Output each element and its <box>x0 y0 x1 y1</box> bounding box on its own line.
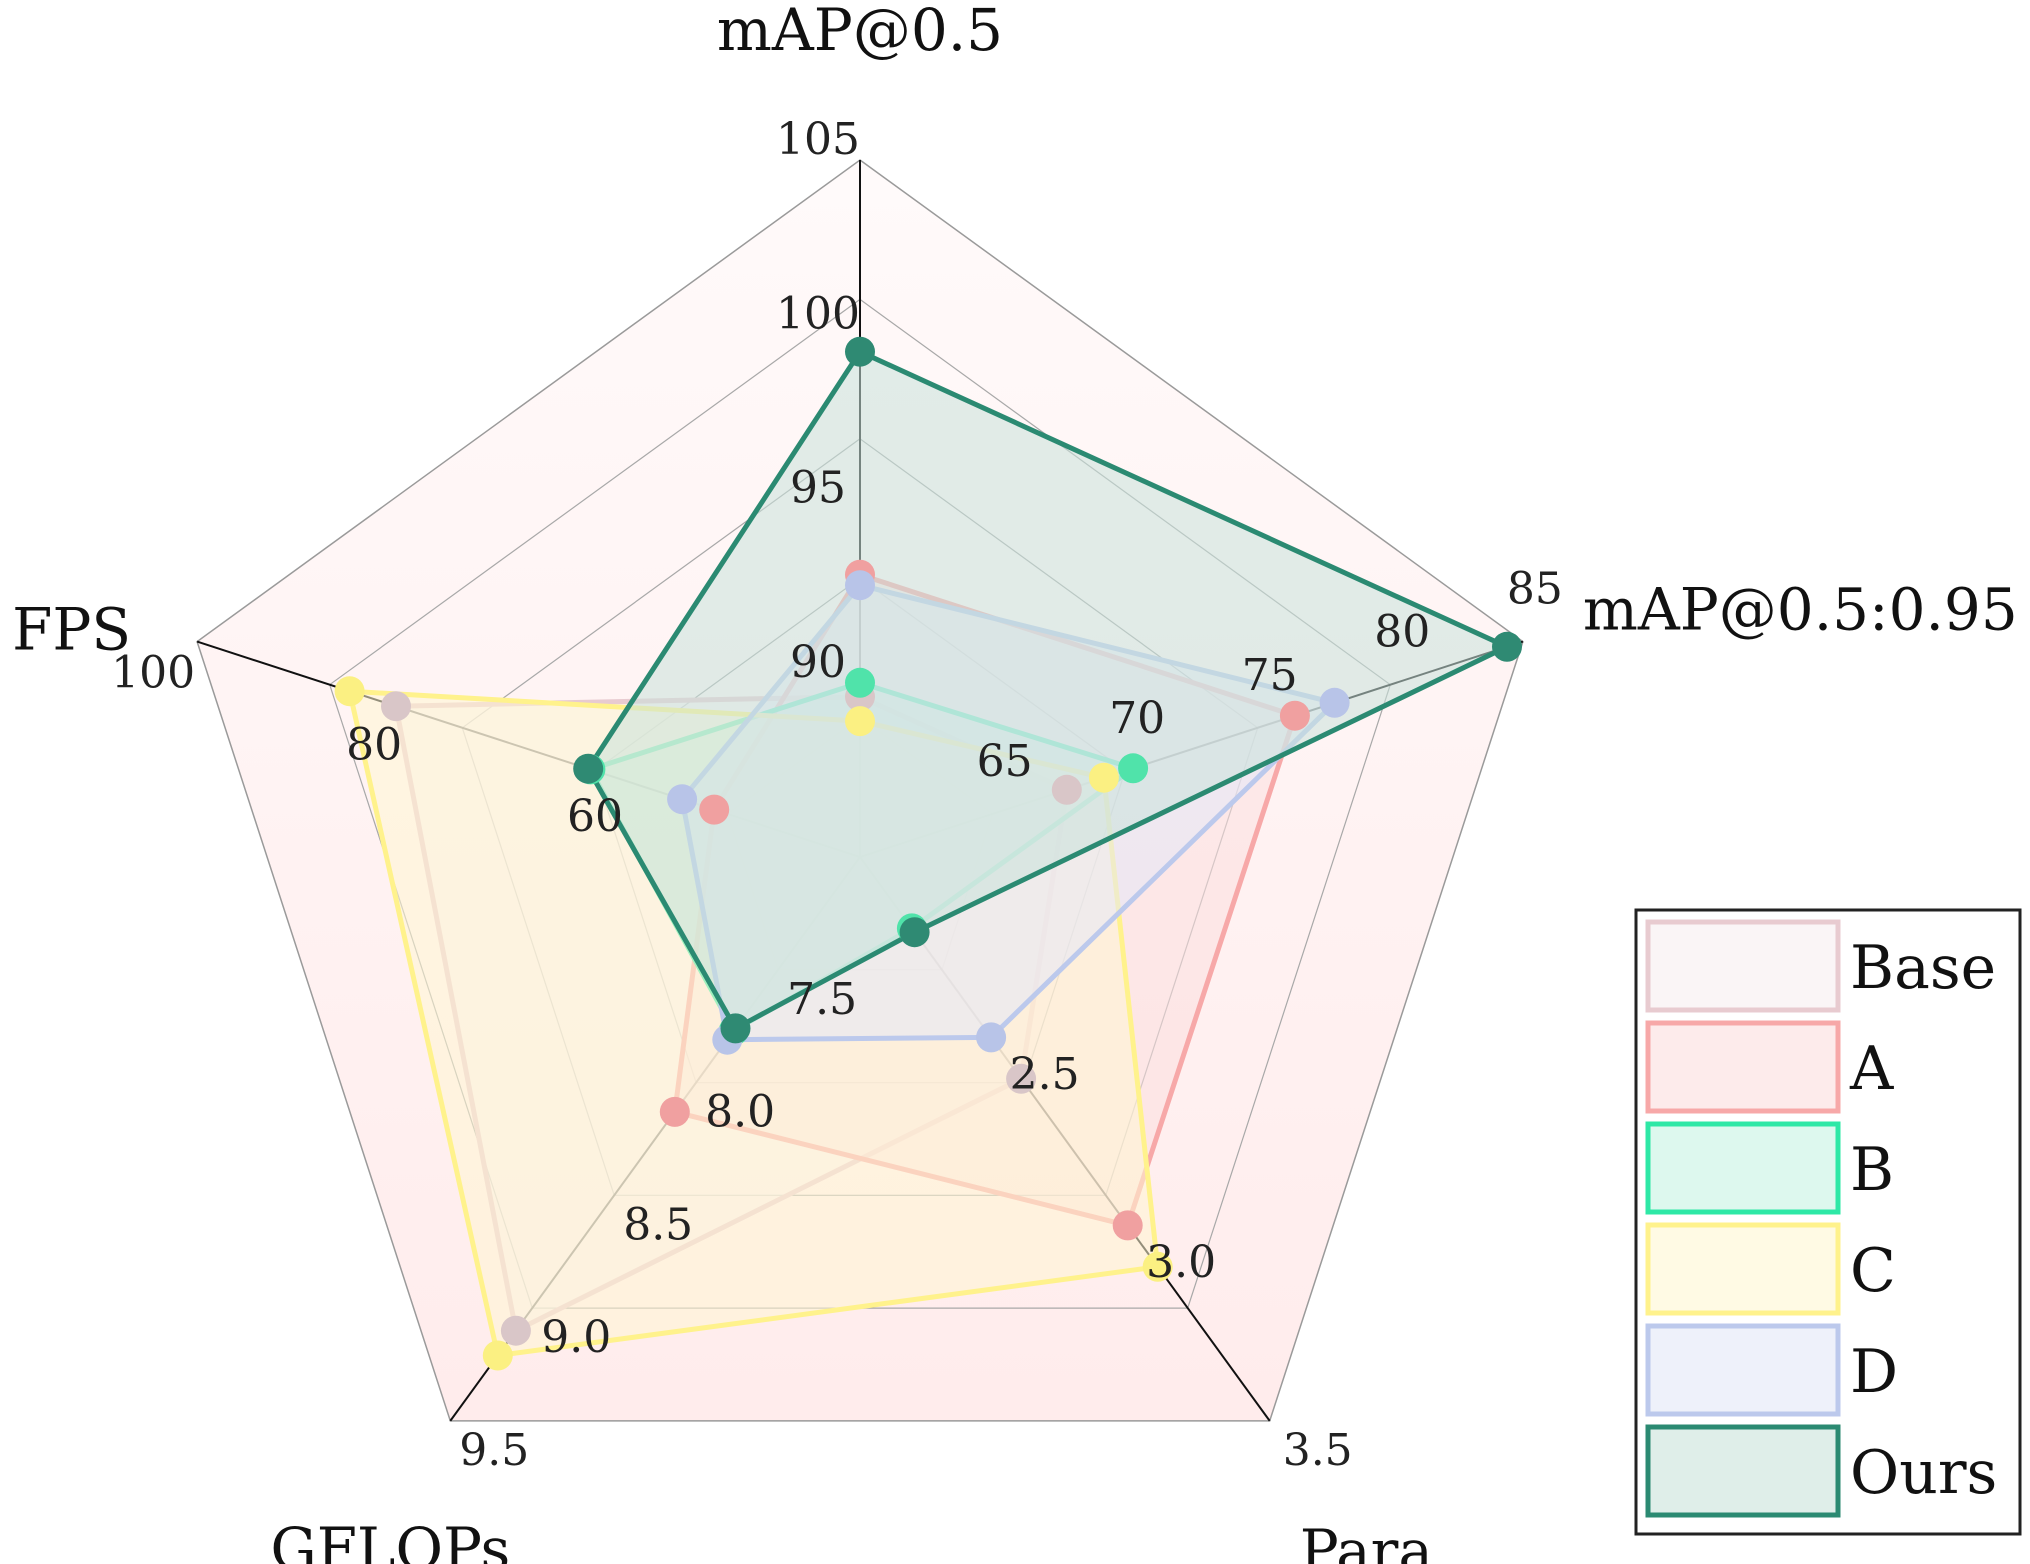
tick-label-axis2-3: 75 <box>1242 650 1298 701</box>
tick-label-axis2-2: 70 <box>1109 693 1165 744</box>
tick-label-axis2-4: 80 <box>1374 607 1430 658</box>
legend-label-a: A <box>1849 1034 1894 1104</box>
legend-swatch-d <box>1645 1323 1841 1417</box>
series-base-point-5 <box>381 691 411 722</box>
tick-label-axis5-2: 80 <box>346 719 402 770</box>
legend-label-b: B <box>1850 1135 1894 1205</box>
legend-label-base: Base <box>1850 933 1996 1003</box>
series-ours-point-5 <box>573 753 604 784</box>
tick-label-axis4-2: 8.0 <box>705 1087 775 1138</box>
series-a-point-3 <box>1112 1210 1143 1241</box>
series-ours-point-3 <box>899 917 930 948</box>
series-ours-area <box>585 349 1510 1031</box>
series-d-point-3 <box>976 1022 1007 1053</box>
axis-label-4: GFLOPs <box>270 1515 510 1564</box>
tick-label-axis1-2: 95 <box>790 463 846 514</box>
series-base-point-2 <box>1051 774 1082 805</box>
axis-label-3: Para <box>1300 1517 1433 1564</box>
axis-label-2: mAP@0.5:0.95 <box>1583 576 2018 644</box>
series-d-point-2 <box>1319 687 1350 718</box>
series-c-point-4 <box>482 1340 513 1371</box>
series-d-point-1 <box>845 570 875 601</box>
series-base-point-4 <box>500 1315 531 1346</box>
tick-label-axis5-1: 60 <box>567 791 623 842</box>
tick-label-axis3-2: 3.0 <box>1146 1237 1216 1288</box>
tick-label-axis4-3: 8.5 <box>623 1199 693 1250</box>
series-layer <box>334 336 1522 1371</box>
tick-label-axis1-3: 100 <box>776 288 860 339</box>
series-ours-point-4 <box>720 1013 751 1044</box>
series-c-point-1 <box>845 706 875 737</box>
legend-label-ours: Ours <box>1850 1438 1997 1508</box>
series-ours-point-1 <box>845 336 875 367</box>
label-layer: 90 95 100 105 65 70 75 80 85 2.5 3.0 3.5 7.5 8.0 8.5 9.… <box>12 0 2018 1564</box>
legend-swatch-c <box>1645 1222 1841 1316</box>
tick-label-axis2-5: 85 <box>1507 564 1563 615</box>
legend-label-c: C <box>1850 1236 1896 1306</box>
axis-label-5: FPS <box>12 596 131 664</box>
legend-swatch-base <box>1645 919 1841 1013</box>
series-ours-point-2 <box>1492 631 1522 662</box>
series-c-point-5 <box>334 676 365 707</box>
tick-label-axis3-1: 2.5 <box>1010 1049 1080 1100</box>
tick-label-axis1-4: 105 <box>776 114 860 165</box>
series-c-point-3 <box>1142 1251 1173 1282</box>
series-a-point-2 <box>1279 700 1310 731</box>
tick-label-axis2-1: 65 <box>977 736 1033 787</box>
series-b-point-2 <box>1118 753 1149 784</box>
series-b-point-1 <box>845 667 875 698</box>
tick-label-axis3-3: 3.5 <box>1283 1425 1353 1476</box>
tick-label-axis4-1: 7.5 <box>787 974 857 1025</box>
legend-label-d: D <box>1850 1337 1898 1407</box>
series-a-point-4 <box>659 1096 690 1127</box>
axis-label-1: mAP@0.5 <box>717 0 1003 64</box>
legend-swatch-a <box>1645 1020 1841 1114</box>
legend-swatch-b <box>1645 1121 1841 1215</box>
legend-swatch-ours <box>1645 1424 1841 1518</box>
series-c-point-2 <box>1088 762 1119 793</box>
series-d-point-5 <box>667 784 698 815</box>
tick-label-axis4-5: 9.5 <box>459 1425 529 1476</box>
series-base-point-3 <box>1006 1063 1037 1094</box>
tick-label-axis5-3: 100 <box>111 648 195 699</box>
tick-label-axis4-4: 9.0 <box>541 1312 611 1363</box>
series-a-point-5 <box>699 794 730 825</box>
tick-label-axis1-1: 90 <box>790 637 846 688</box>
